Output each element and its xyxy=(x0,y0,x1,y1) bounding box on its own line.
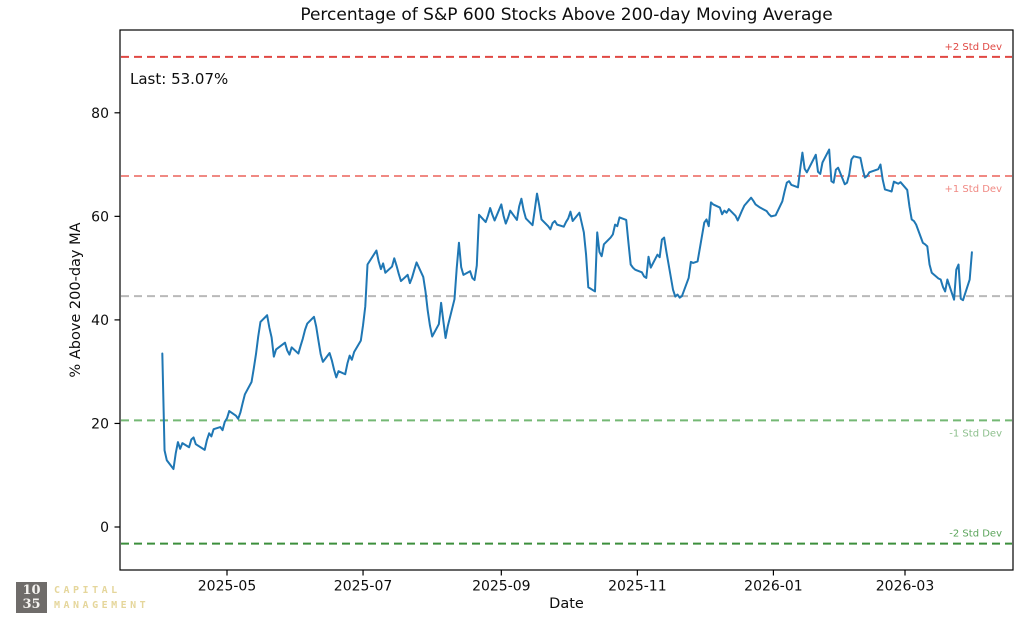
ref-line-label: +2 Std Dev xyxy=(945,42,1003,53)
logo-wordmark: CAPITAL MANAGEMENT xyxy=(54,583,149,613)
logo-word-line1: CAPITAL xyxy=(54,584,121,596)
y-tick-label: 20 xyxy=(91,416,109,432)
x-tick-label: 2025-05 xyxy=(198,579,257,595)
logo-word-line2: MANAGEMENT xyxy=(54,599,150,611)
ref-line-label: -1 Std Dev xyxy=(949,428,1002,439)
ref-line-label: +1 Std Dev xyxy=(945,184,1003,195)
x-tick-label: 2025-09 xyxy=(472,579,531,595)
logo-badge: 10 35 xyxy=(16,582,47,613)
y-tick-label: 80 xyxy=(91,106,109,122)
x-tick-label: 2026-03 xyxy=(876,579,935,595)
chart-title: Percentage of S&P 600 Stocks Above 200-d… xyxy=(300,5,833,25)
series-line xyxy=(161,148,973,471)
y-tick-label: 60 xyxy=(91,209,109,225)
x-axis-label: Date xyxy=(549,596,584,612)
logo-badge-line2: 35 xyxy=(22,596,41,612)
logo: 10 35 CAPITAL MANAGEMENT xyxy=(16,582,149,613)
x-tick-label: 2025-07 xyxy=(334,579,393,595)
logo-badge-line1: 10 xyxy=(22,582,41,598)
x-tick-label: 2025-11 xyxy=(608,579,667,595)
y-tick-label: 0 xyxy=(100,520,109,536)
y-tick-label: 40 xyxy=(91,313,109,329)
x-tick-label: 2026-01 xyxy=(744,579,803,595)
plot-frame xyxy=(119,29,1014,571)
y-axis-label: % Above 200-day MA xyxy=(68,222,84,378)
ref-line-label: -2 Std Dev xyxy=(949,529,1002,540)
last-value-annotation: Last: 53.07% xyxy=(130,70,229,88)
